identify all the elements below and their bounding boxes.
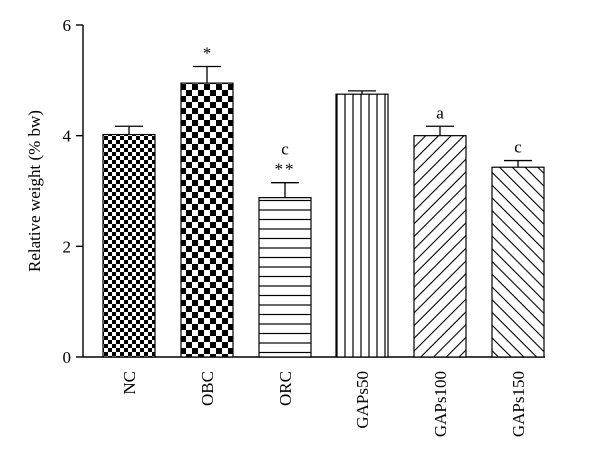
x-tick-label: GAPs150	[509, 371, 528, 437]
x-tick-label: OBC	[198, 371, 217, 406]
significance-annotation: *	[203, 44, 212, 63]
bar-gaps100	[413, 135, 467, 358]
significance-annotation: c	[514, 138, 522, 157]
annotations-group: *c**ac	[203, 44, 522, 179]
bar-gaps50	[335, 93, 389, 358]
x-tick-label: GAPs50	[353, 371, 372, 429]
significance-annotation: **	[275, 160, 296, 179]
category-labels-group: NC OBC ORC GAPs50 GAPs100 GAPs150	[120, 371, 528, 437]
x-tick-label: NC	[120, 371, 139, 395]
y-tick-label: 2	[63, 237, 72, 256]
y-tick-label: 6	[63, 16, 72, 35]
bars-group	[102, 82, 545, 358]
bar-obc	[180, 82, 234, 358]
y-tick-label: 4	[63, 127, 72, 146]
bar-gaps150	[491, 166, 545, 358]
y-axis-title: Relative weight (% bw)	[25, 110, 44, 272]
error-bars-group	[115, 65, 532, 198]
significance-annotation: a	[436, 103, 444, 122]
significance-annotation: c	[281, 140, 289, 159]
x-tick-label: GAPs100	[431, 371, 450, 437]
axes: 0 2 4 6	[63, 16, 545, 367]
y-tick-label: 0	[63, 348, 72, 367]
x-tick-label: ORC	[276, 371, 295, 406]
bar-nc	[102, 133, 156, 358]
bar-orc	[258, 197, 312, 358]
